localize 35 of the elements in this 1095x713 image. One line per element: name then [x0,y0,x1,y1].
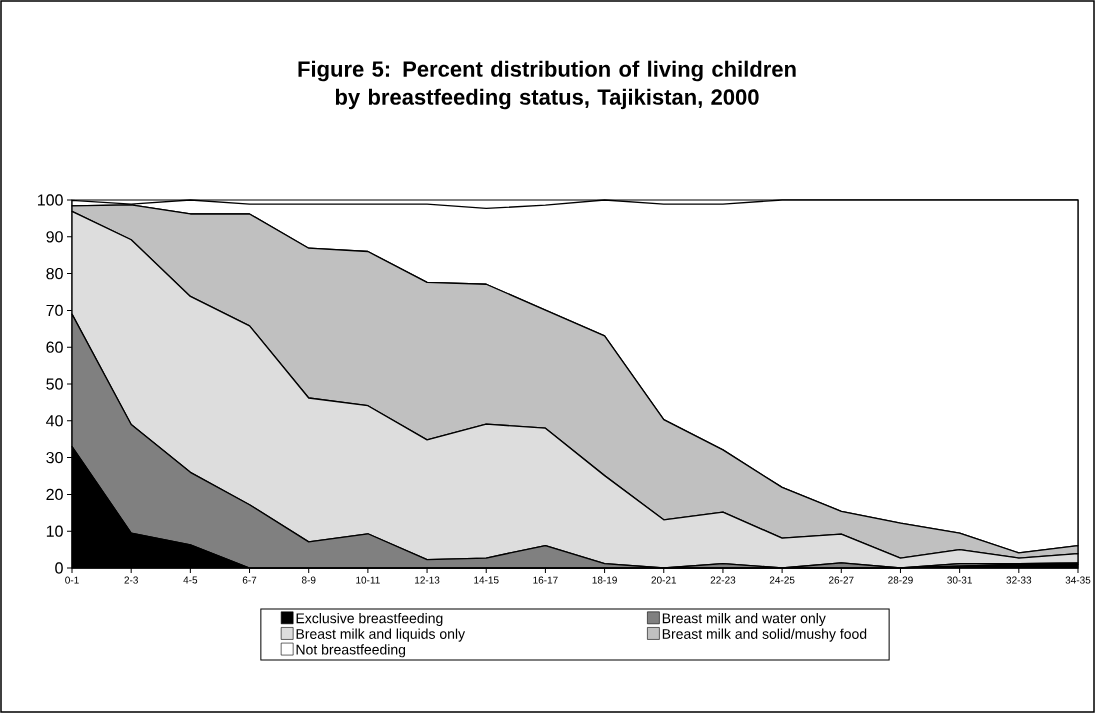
y-tick-label: 20 [46,488,63,501]
y-tick-label: 100 [38,194,63,206]
x-tick-label: 30-31 [947,576,972,584]
x-tick-label: 8-9 [301,576,316,584]
x-tick-label: 32-33 [1006,576,1032,584]
chart-title: Figure 5: Percent distribution of living children by breastfeeding status, Tajikistan, 2000 [298,60,796,110]
x-tick-label: 2-3 [124,576,138,584]
x-tick-label: 18-19 [592,576,617,584]
x-tick-label: 0-1 [65,576,79,584]
x-tick-label: 34-35 [1065,576,1091,584]
y-tick-label: 60 [46,341,63,353]
y-tick-label: 0 [55,562,63,574]
legend-label: Not breastfeeding [296,644,406,658]
legend-label: Breast milk and water only [662,612,826,627]
legend-label: Breast milk and liquids only [296,628,466,642]
y-tick-label: 50 [46,378,63,390]
x-tick-label: 28-29 [888,576,913,584]
x-tick-label: 24-25 [769,576,795,584]
legend-label: Breast milk and solid/mushy food [662,628,867,642]
y-tick-label: 40 [46,415,63,427]
x-tick-label: 16-17 [533,576,558,584]
x-tick-label: 4-5 [183,576,198,584]
y-tick-label: 80 [46,267,63,280]
x-tick-label: 14-15 [474,576,499,584]
y-tick-label: 90 [46,231,63,243]
x-tick-label: 6-7 [242,576,257,584]
x-tick-label: 20-21 [651,576,677,584]
y-tick-label: 10 [46,525,63,537]
x-tick-label: 10-11 [356,576,380,584]
y-tick-label: 70 [46,304,63,317]
y-tick-label: 30 [46,451,63,464]
legend-label: Exclusive breastfeeding [296,612,443,627]
x-tick-label: 26-27 [829,576,854,584]
x-tick-label: 12-13 [415,576,440,584]
x-tick-label: 22-23 [710,576,736,584]
